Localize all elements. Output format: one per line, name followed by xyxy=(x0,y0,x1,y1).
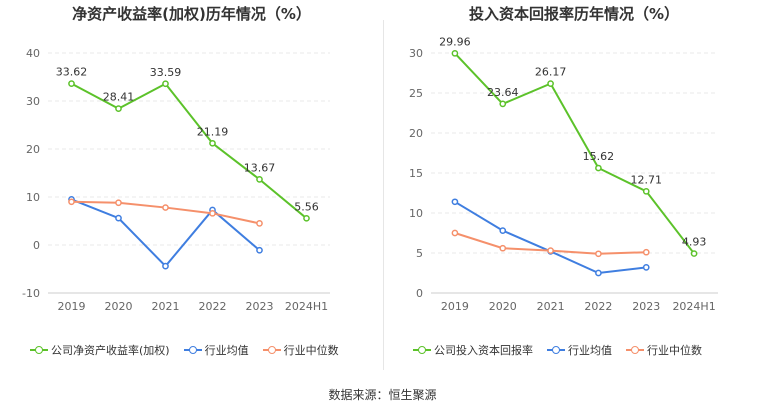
data-point xyxy=(642,248,650,256)
x-tick-label: 2023 xyxy=(246,300,274,313)
data-point xyxy=(595,164,602,172)
y-tick-label: 0 xyxy=(33,239,40,252)
data-point xyxy=(642,187,650,195)
legend-item[interactable]: 公司净资产收益率(加权) xyxy=(30,342,170,358)
x-tick-label: 2021 xyxy=(152,300,180,313)
y-tick-label: 25 xyxy=(409,87,423,100)
legend-label: 行业均值 xyxy=(204,344,249,357)
data-point xyxy=(162,80,169,88)
data-point xyxy=(451,198,459,206)
data-point xyxy=(595,250,602,258)
data-label: 23.64 xyxy=(487,86,519,99)
legend-label: 行业均值 xyxy=(568,344,612,357)
data-point xyxy=(303,214,310,222)
series-line xyxy=(71,82,308,220)
y-tick-label: 30 xyxy=(409,47,423,60)
legend-label: 公司投入资本回报率 xyxy=(434,344,533,357)
data-label: 29.96 xyxy=(439,35,471,48)
data-label: 4.93 xyxy=(682,236,707,249)
y-tick-label: 30 xyxy=(26,95,40,108)
legend-item[interactable]: 行业均值 xyxy=(547,342,612,358)
roe-chart-panel: 净资产收益率(加权)历年情况（%） -10 0 10 20 30 40 2019 2020 20… xyxy=(0,0,383,375)
legend-item[interactable]: 公司投入资本回报率 xyxy=(413,342,533,358)
legend-label: 行业中位数 xyxy=(647,344,702,357)
x-tick-label: 2022 xyxy=(584,300,612,313)
data-point xyxy=(115,214,122,222)
legend-item[interactable]: 行业中位数 xyxy=(626,342,702,358)
data-point xyxy=(642,264,650,271)
roe-line-chart: -10 0 10 20 30 40 2019 2020 2021 2022 2023 2024H1 33… xyxy=(22,47,330,313)
legend-item[interactable]: 行业均值 xyxy=(183,342,249,358)
y-tick-label: 20 xyxy=(26,143,40,156)
x-tick-label: 2019 xyxy=(441,300,469,313)
legend-label: 公司净资产收益率(加权) xyxy=(51,344,170,357)
y-tick-label: 5 xyxy=(416,247,423,260)
data-point xyxy=(162,262,169,270)
data-label: 33.59 xyxy=(150,66,182,79)
data-point xyxy=(115,105,122,112)
y-tick-label: 15 xyxy=(409,167,423,180)
series-line xyxy=(454,200,647,275)
data-point xyxy=(209,139,216,147)
x-tick-label: 2024H1 xyxy=(285,300,328,313)
data-point xyxy=(547,80,554,87)
y-tick-label: 10 xyxy=(409,207,423,220)
data-point xyxy=(499,100,507,108)
data-point xyxy=(690,250,698,257)
legend-item[interactable]: 行业中位数 xyxy=(262,342,339,358)
y-tick-label: 40 xyxy=(26,47,40,60)
legend-swatch-icon xyxy=(626,344,644,356)
data-point xyxy=(68,198,75,206)
legend-swatch-icon xyxy=(30,344,48,356)
data-point xyxy=(256,220,263,227)
series-line xyxy=(454,52,695,255)
data-point xyxy=(595,269,602,277)
x-tick-label: 2021 xyxy=(537,300,565,313)
legend-swatch-icon xyxy=(413,344,431,356)
data-label: 5.56 xyxy=(294,200,319,213)
chart-title: 投入资本回报率历年情况（%） xyxy=(468,5,680,23)
x-tick-label: 2020 xyxy=(105,300,133,313)
y-tick-label: 0 xyxy=(416,287,423,300)
data-label: 28.41 xyxy=(103,91,135,104)
data-point xyxy=(451,229,459,237)
y-tick-label: 20 xyxy=(409,127,423,140)
x-tick-label: 2023 xyxy=(632,300,660,313)
data-point xyxy=(256,176,263,183)
x-tick-label: 2019 xyxy=(58,300,86,313)
data-label: 26.17 xyxy=(535,66,567,79)
data-point xyxy=(256,246,263,254)
data-label: 15.62 xyxy=(583,150,615,163)
data-source-note: 数据来源：恒生聚源 xyxy=(328,388,437,402)
legend-label: 行业中位数 xyxy=(283,344,339,357)
data-label: 12.71 xyxy=(631,173,663,186)
data-label: 13.67 xyxy=(244,161,276,174)
chart-legend: 公司投入资本回报率 行业均值 行业中位数 xyxy=(413,342,702,358)
data-label: 21.19 xyxy=(197,125,229,138)
data-label: 33.62 xyxy=(56,66,88,79)
data-point xyxy=(499,244,507,252)
x-tick-label: 2024H1 xyxy=(672,300,715,313)
y-tick-label: -10 xyxy=(22,287,40,300)
y-tick-label: 10 xyxy=(26,191,40,204)
data-point xyxy=(209,209,216,217)
x-tick-label: 2022 xyxy=(199,300,227,313)
x-tick-label: 2020 xyxy=(489,300,517,313)
legend-swatch-icon xyxy=(183,344,202,356)
data-point xyxy=(162,204,169,211)
data-point xyxy=(451,49,459,57)
data-point xyxy=(115,199,122,207)
data-point xyxy=(499,227,507,234)
legend-swatch-icon xyxy=(262,344,281,356)
legend-swatch-icon xyxy=(547,344,565,356)
roic-chart-panel: 投入资本回报率历年情况（%） 0 5 10 15 20 25 30 2019 2020 2021 2… xyxy=(383,0,765,375)
data-point xyxy=(547,247,554,254)
chart-legend: 公司净资产收益率(加权) 行业均值 行业中位数 xyxy=(30,342,339,358)
chart-title: 净资产收益率(加权)历年情况（%） xyxy=(72,5,311,23)
roic-line-chart: 0 5 10 15 20 25 30 2019 2020 2021 2022 2023 2024H1 29… xyxy=(409,35,718,313)
data-point xyxy=(68,80,75,87)
panel-divider xyxy=(383,20,384,370)
